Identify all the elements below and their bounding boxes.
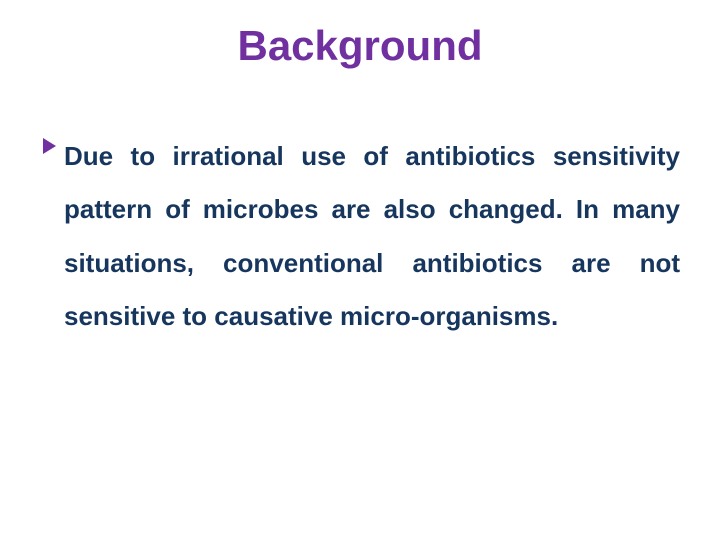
bullet-text: Due to irrational use of antibiotics sen…	[64, 130, 680, 343]
slide-body: Due to irrational use of antibiotics sen…	[40, 130, 680, 343]
chevron-right-icon	[40, 136, 60, 161]
slide: Background Due to irrational use of anti…	[0, 0, 720, 540]
bullet-item: Due to irrational use of antibiotics sen…	[40, 130, 680, 343]
slide-title: Background	[0, 22, 720, 70]
